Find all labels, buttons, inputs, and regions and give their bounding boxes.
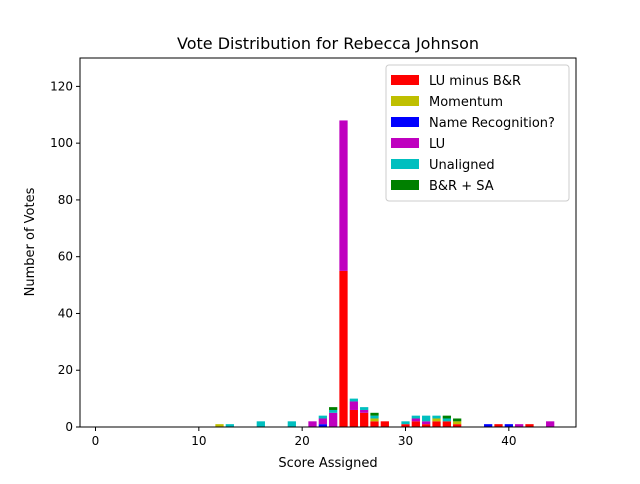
bar-1-score-27: [370, 418, 379, 422]
y-tick-label: 20: [58, 363, 73, 377]
legend-label: B&R + SA: [429, 179, 494, 194]
legend-swatch: [391, 75, 419, 85]
bar-5-score-35: [453, 418, 462, 422]
legend-box: [385, 64, 570, 202]
bar-4-score-26: [360, 407, 369, 410]
bar-3-score-22: [318, 418, 327, 425]
bars-layer: [215, 120, 555, 427]
legend-label: Unaligned: [429, 158, 495, 173]
bar-0-score-39: [494, 424, 503, 427]
bar-4-score-27: [370, 415, 379, 419]
bar-0-score-35: [453, 424, 462, 427]
bar-4-score-16: [256, 421, 265, 427]
y-tick-label: 80: [58, 193, 73, 207]
bar-4-score-34: [442, 418, 451, 422]
bar-0-score-34: [442, 421, 451, 427]
legend-swatch: [391, 159, 419, 169]
legend-label: LU: [429, 137, 445, 152]
y-axis-label: Number of Votes: [23, 187, 38, 296]
bar-5-score-27: [370, 412, 379, 416]
legend-swatch: [391, 117, 419, 127]
bar-3-score-21: [308, 421, 317, 427]
bar-4-score-30: [401, 421, 410, 425]
y-tick-label: 120: [50, 79, 73, 93]
plot-frame: [79, 57, 577, 428]
bar-5-score-34: [442, 415, 451, 419]
axes-layer: 0 10 20 30 40 0 20 40 60 80 100 120: [50, 57, 577, 448]
bar-0-score-31: [411, 421, 420, 427]
x-tick-label: 40: [501, 434, 516, 448]
bar-2-score-40: [504, 424, 513, 427]
bar-0-score-42: [525, 424, 534, 427]
y-tick-label: 40: [58, 306, 73, 320]
bar-4-score-25: [349, 398, 358, 402]
bar-3-score-31: [411, 418, 420, 422]
chart-title: Vote Distribution for Rebecca Johnson: [177, 34, 479, 53]
bar-4-score-22: [318, 415, 327, 419]
legend-swatch: [391, 180, 419, 190]
bar-3-score-25: [349, 401, 358, 410]
x-tick-label: 20: [295, 434, 310, 448]
bar-2-score-38: [484, 424, 493, 427]
bar-3-score-26: [360, 409, 369, 413]
bar-1-score-35: [453, 421, 462, 425]
bar-1-score-33: [432, 418, 441, 422]
y-tick-label: 0: [65, 420, 73, 434]
bar-0-score-27: [370, 421, 379, 427]
bar-4-score-33: [432, 415, 441, 419]
legend-label: LU minus B&R: [429, 74, 521, 89]
legend: LU minus B&R Momentum Name Recognition? LU U…: [385, 64, 570, 202]
bar-3-score-41: [515, 424, 524, 427]
bar-4-score-13: [225, 424, 234, 427]
bar-0-score-30: [401, 424, 410, 427]
bar-2-score-22: [318, 424, 327, 427]
bar-0-score-24: [339, 270, 348, 427]
bar-0-score-25: [349, 409, 358, 427]
legend-label: Name Recognition?: [429, 116, 555, 131]
bar-4-score-32: [422, 415, 431, 422]
x-axis-label: Score Assigned: [278, 456, 377, 471]
bar-1-score-12: [215, 424, 224, 427]
x-tick-label: 0: [92, 434, 100, 448]
legend-swatch: [391, 96, 419, 106]
bar-4-score-23: [329, 409, 338, 413]
x-tick-label: 10: [191, 434, 206, 448]
bar-4-score-19: [287, 421, 296, 427]
y-tick-label: 60: [58, 250, 73, 264]
bar-4-score-31: [411, 415, 420, 419]
bar-0-score-28: [380, 421, 389, 427]
legend-swatch: [391, 138, 419, 148]
bar-5-score-23: [329, 407, 338, 410]
bar-3-score-32: [422, 421, 431, 425]
x-tick-label: 30: [398, 434, 413, 448]
bar-3-score-44: [546, 421, 555, 427]
bar-3-score-23: [329, 412, 338, 427]
bar-3-score-24: [339, 120, 348, 271]
bar-0-score-26: [360, 412, 369, 427]
bar-0-score-33: [432, 421, 441, 427]
bar-0-score-32: [422, 424, 431, 427]
legend-label: Momentum: [429, 95, 503, 110]
y-tick-label: 100: [50, 136, 73, 150]
